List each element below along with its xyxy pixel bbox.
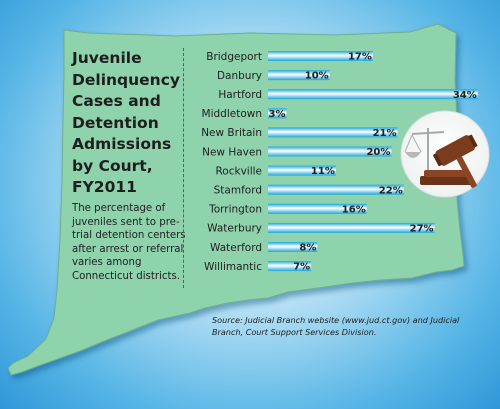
- bar: [268, 89, 478, 100]
- bar: [268, 184, 404, 195]
- value-label: 10%: [305, 71, 329, 82]
- value-label: 34%: [453, 90, 477, 101]
- value-label: 20%: [366, 147, 390, 158]
- chart-description: The percentage of juveniles sent to pre-…: [72, 203, 186, 282]
- bar: [268, 70, 330, 81]
- category-label: Waterbury: [207, 223, 262, 235]
- bar: [268, 51, 373, 61]
- category-label: Middletown: [202, 108, 262, 120]
- value-label: 21%: [373, 128, 397, 139]
- category-label: Torrington: [208, 204, 262, 216]
- value-label: 3%: [269, 109, 286, 120]
- value-label: 27%: [410, 224, 434, 235]
- value-label: 17%: [348, 52, 372, 63]
- divider: [183, 48, 184, 288]
- category-label: Danbury: [217, 70, 262, 82]
- bar: [268, 108, 287, 119]
- category-label: Stamford: [214, 185, 262, 197]
- bar: [268, 203, 367, 214]
- category-label: Willimantic: [204, 261, 262, 273]
- bar: [268, 261, 312, 272]
- value-label: 22%: [379, 185, 403, 196]
- source-note: Source: Judicial Branch website (www.jud…: [212, 315, 460, 337]
- category-label: New Britain: [201, 127, 262, 139]
- bar: [268, 127, 398, 138]
- gavel-and-scales-icon: [400, 110, 490, 198]
- category-label: Rockville: [215, 165, 262, 177]
- chart-title: Juvenile Delinquency Cases and Detention…: [72, 49, 181, 196]
- category-label: Bridgeport: [206, 51, 262, 63]
- value-label: 7%: [293, 262, 310, 273]
- category-label: Waterford: [210, 242, 262, 254]
- bar: [268, 242, 318, 252]
- bar: [268, 222, 435, 233]
- bar: [268, 165, 336, 176]
- bar: [268, 146, 392, 157]
- category-label: New Haven: [202, 146, 262, 158]
- category-label: Hartford: [218, 89, 262, 101]
- value-label: 8%: [299, 243, 316, 254]
- value-label: 11%: [311, 166, 335, 177]
- value-label: 16%: [342, 204, 366, 215]
